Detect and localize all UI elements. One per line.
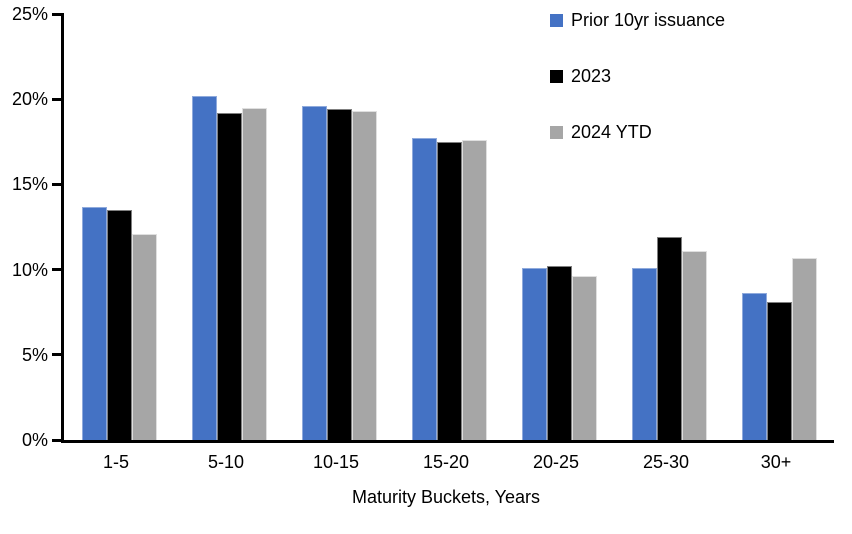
bar — [411, 138, 437, 440]
bar — [351, 111, 377, 440]
bar-group — [504, 14, 614, 440]
y-axis-tick — [52, 97, 64, 101]
y-axis-tick-label: 20% — [11, 89, 48, 110]
legend-label: 2024 YTD — [571, 121, 652, 142]
bar — [656, 237, 682, 440]
bar-group — [284, 14, 394, 440]
y-axis-tick — [52, 182, 64, 186]
legend-item: Prior 10yr issuance — [550, 10, 725, 30]
bar — [741, 293, 767, 440]
legend-swatch-icon — [550, 13, 563, 27]
y-axis-tick — [52, 438, 64, 442]
y-axis-tick-label: 0% — [21, 430, 48, 450]
bar — [81, 206, 107, 440]
bar — [791, 257, 817, 440]
bar — [546, 266, 572, 440]
bar — [766, 301, 792, 440]
bar — [436, 141, 462, 440]
legend-item: 2024 YTD — [550, 122, 725, 142]
x-axis-title: Maturity Buckets, Years — [351, 487, 541, 507]
y-axis-tick — [52, 12, 64, 16]
x-axis-tick-label: 10-15 — [312, 452, 360, 472]
bar — [326, 109, 352, 440]
y-axis-tick-label: 10% — [11, 259, 48, 280]
y-axis-tick — [52, 268, 64, 272]
legend: Prior 10yr issuance 2023 2024 YTD — [550, 10, 725, 142]
bar — [461, 140, 487, 440]
bar-group — [174, 14, 284, 440]
bar — [216, 112, 242, 440]
legend-label: 2023 — [571, 65, 612, 86]
bar — [631, 267, 657, 440]
legend-item: 2023 — [550, 66, 725, 86]
y-axis-tick-label: 5% — [21, 344, 48, 365]
bar — [301, 106, 327, 440]
bar — [106, 209, 132, 440]
x-axis-tick-label: 30+ — [760, 452, 792, 472]
legend-swatch-icon — [550, 69, 563, 83]
bar-group — [64, 14, 174, 440]
x-axis-tick-label: 15-20 — [422, 452, 470, 472]
y-axis-tick-label: 15% — [11, 174, 48, 195]
y-axis-tick — [52, 353, 64, 357]
plot-area — [52, 12, 834, 443]
legend-swatch-icon — [550, 125, 563, 139]
bar — [681, 250, 707, 440]
bar-group — [724, 14, 834, 440]
bar — [191, 95, 217, 440]
bar-group — [614, 14, 724, 440]
x-axis-tick-label: 1-5 — [102, 452, 129, 472]
bar — [241, 107, 267, 440]
legend-label: Prior 10yr issuance — [571, 9, 726, 30]
x-axis-tick-label: 5-10 — [207, 452, 245, 472]
bar — [131, 233, 157, 440]
bar-group — [394, 14, 504, 440]
x-axis-tick-label: 25-30 — [642, 452, 690, 472]
bar — [521, 267, 547, 440]
x-axis-tick-label: 20-25 — [532, 452, 580, 472]
bar — [571, 276, 597, 440]
y-axis-tick-label: 25% — [11, 4, 48, 24]
